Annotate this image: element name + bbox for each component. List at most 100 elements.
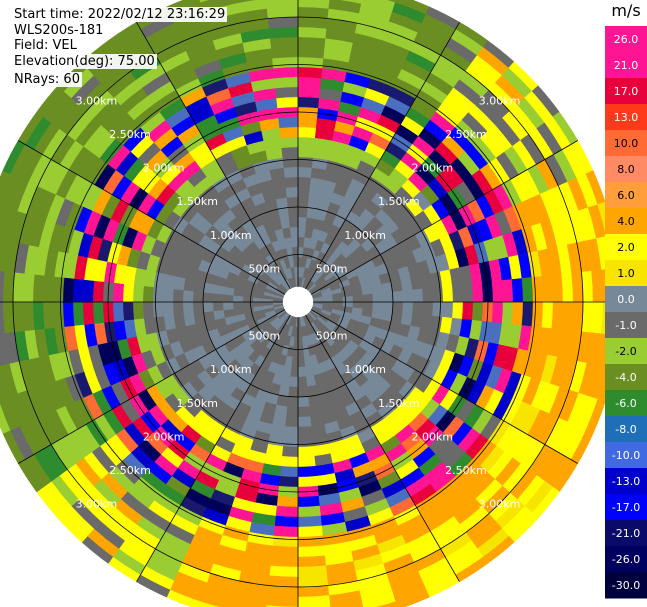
- range-label-0: 500m: [316, 262, 348, 275]
- colorbar-tick-21: -30.0: [612, 579, 640, 592]
- velocity-cell-441: [383, 292, 393, 302]
- velocity-cell-1840: [284, 167, 298, 178]
- velocity-cell-1835: [289, 217, 298, 227]
- velocity-cell-1848: [276, 87, 298, 98]
- velocity-cell-472: [383, 302, 393, 312]
- velocity-cell-475: [413, 302, 424, 315]
- velocity-cell-493: [592, 302, 604, 334]
- velocity-cell-1341: [193, 312, 205, 324]
- velocity-cell-1410: [123, 284, 134, 302]
- range-label-1: 1.00km: [344, 229, 386, 242]
- velocity-cell-954: [270, 556, 298, 567]
- velocity-cell-489: [552, 302, 563, 330]
- velocity-cell-455: [522, 277, 533, 302]
- range-label-3: 2.00km: [412, 430, 454, 443]
- velocity-cell-438: [353, 295, 363, 302]
- velocity-cell-1851: [272, 57, 298, 68]
- velocity-cell-1391: [3, 302, 15, 333]
- velocity-cell-479: [452, 302, 463, 319]
- velocity-cell-1419: [33, 274, 44, 302]
- velocity-cell-957: [267, 586, 298, 598]
- range-label-1: 1.00km: [210, 363, 252, 376]
- colorbar-tick-7: 4.0: [617, 215, 635, 228]
- velocity-cell-958: [266, 596, 298, 607]
- velocity-cell-906: [298, 387, 308, 397]
- velocity-cell-1806: [276, 197, 288, 209]
- velocity-cell-1418: [43, 275, 54, 302]
- velocity-cell-488: [542, 302, 553, 329]
- velocity-cell-955: [269, 566, 298, 577]
- velocity-cell-492: [582, 302, 594, 333]
- velocity-cell-920: [298, 526, 323, 537]
- velocity-cell-1834: [290, 227, 298, 237]
- velocity-cell-456: [532, 276, 543, 302]
- velocity-cell-922: [298, 546, 325, 557]
- velocity-cell-1854: [269, 27, 298, 38]
- velocity-cell-1384: [73, 302, 84, 326]
- velocity-cell-911: [298, 436, 313, 447]
- velocity-cell-902: [298, 347, 304, 357]
- velocity-cell-1841: [283, 157, 298, 168]
- velocity-cell-1403: [193, 291, 204, 302]
- velocity-cell-941: [284, 427, 298, 438]
- velocity-cell-952: [272, 536, 298, 547]
- range-label-5: 3.00km: [76, 498, 118, 511]
- elevation-label: Elevation(deg): 75.00: [12, 55, 157, 68]
- velocity-cell-478: [442, 302, 453, 318]
- velocity-cell-949: [276, 506, 298, 517]
- velocity-cell-1852: [271, 47, 298, 58]
- velocity-cell-20: [298, 77, 322, 88]
- velocity-cell-450: [472, 283, 483, 302]
- velocity-cell-7: [298, 207, 308, 217]
- velocity-cell-436: [333, 297, 343, 302]
- range-label-1: 1.00km: [344, 363, 386, 376]
- velocity-cell-486: [522, 302, 533, 327]
- velocity-cell-448: [452, 285, 463, 302]
- velocity-cell-876: [308, 395, 320, 407]
- velocity-cell-950: [274, 516, 298, 527]
- range-label-2: 1.50km: [176, 397, 218, 410]
- velocity-cell-15: [298, 127, 316, 138]
- velocity-cell-1373: [183, 302, 194, 314]
- nrays-label: NRays: 60: [12, 73, 82, 86]
- velocity-cell-25: [298, 27, 327, 38]
- velocity-cell-909: [298, 417, 311, 428]
- velocity-cell-14: [298, 137, 315, 148]
- velocity-cell-437: [343, 296, 353, 302]
- velocity-cell-1833: [291, 237, 298, 247]
- velocity-cell-1856: [267, 7, 298, 19]
- range-label-0: 500m: [249, 330, 281, 343]
- velocity-cell-446: [432, 287, 443, 302]
- velocity-cell-1843: [281, 137, 298, 148]
- velocity-cell-951: [273, 526, 298, 537]
- velocity-cell-1850: [273, 67, 298, 78]
- field-label: Field: VEL: [12, 39, 79, 52]
- velocity-cell-924: [298, 566, 327, 577]
- velocity-cell-21: [298, 67, 323, 78]
- range-label-4: 2.50km: [445, 128, 487, 141]
- velocity-cell-445: [423, 288, 434, 302]
- velocity-cell-1385: [63, 302, 74, 327]
- velocity-cell-904: [298, 367, 306, 377]
- velocity-cell-1415: [73, 278, 84, 302]
- range-label-5: 3.00km: [479, 498, 521, 511]
- velocity-cell-6: [298, 217, 307, 227]
- velocity-cell-1407: [153, 287, 164, 302]
- velocity-cell-1847: [277, 97, 298, 108]
- velocity-cell-1380: [113, 302, 124, 321]
- colorbar-tick-16: -10.0: [612, 449, 640, 462]
- velocity-cell-903: [298, 357, 305, 367]
- velocity-cell-1371: [203, 302, 213, 312]
- velocity-cell-16: [298, 117, 317, 128]
- velocity-cell-948: [277, 496, 298, 507]
- velocity-cell-914: [298, 466, 316, 477]
- velocity-cell-8: [298, 197, 309, 208]
- velocity-cell-908: [298, 407, 310, 418]
- range-label-0: 500m: [249, 262, 281, 275]
- velocity-cell-1408: [143, 286, 154, 302]
- velocity-cell-453: [502, 280, 513, 302]
- velocity-cell-442: [393, 291, 404, 302]
- velocity-cell-923: [298, 556, 326, 567]
- colorbar-tick-11: -1.0: [615, 319, 636, 332]
- velocity-cell-1422: [3, 271, 15, 302]
